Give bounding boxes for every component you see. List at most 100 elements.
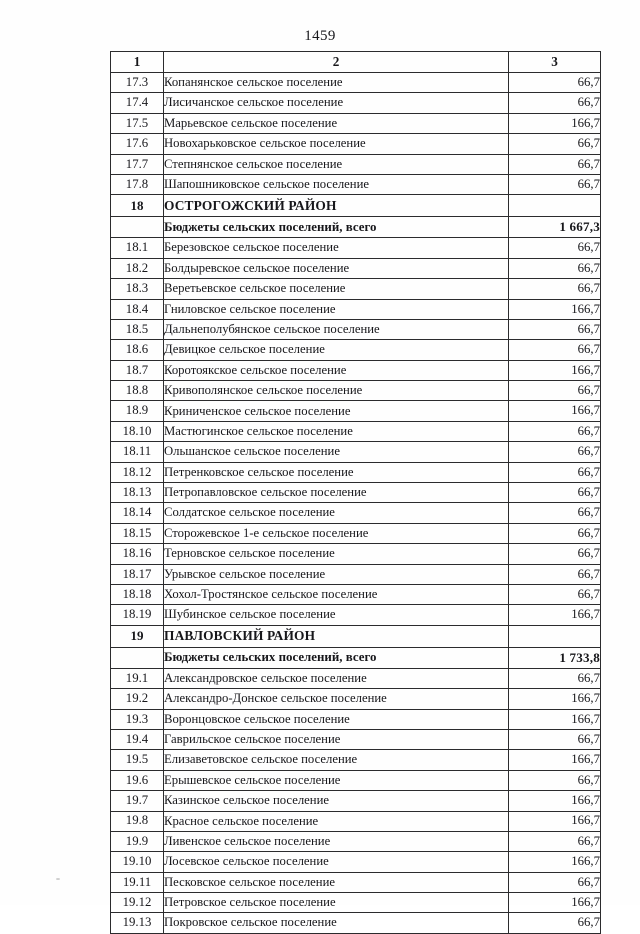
table-row: 19 ПАВЛОВСКИЙ РАЙОН	[110, 624, 601, 648]
row-number: 19.12	[110, 892, 164, 914]
table-row: 19.2 Александро-Донское сельское поселени…	[110, 688, 601, 710]
table-row: 19.13 Покровское сельское поселение 66,7	[110, 912, 601, 934]
row-number: 18.17	[110, 563, 164, 585]
row-number: 18.16	[110, 543, 164, 565]
table-row: 18.6 Девицкое сельское поселение 66,7	[110, 339, 601, 361]
table-row: 18.2 Болдыревское сельское поселение 66,7	[110, 257, 601, 280]
table-row: Бюджеты сельских поселений, всего 1 667,3	[110, 216, 601, 239]
table-row: 19.8 Красное сельское поселение 166,7	[110, 810, 601, 832]
settlement-name: Коротоякское сельское поселение	[163, 359, 509, 382]
table-row: 17.5 Марьевское сельское поселение 166,7	[110, 112, 601, 135]
amount: 66,7	[508, 522, 601, 545]
amount: 166,7	[508, 400, 601, 422]
column-header-1: 1	[110, 51, 164, 73]
settlement-name: Александро-Донское сельское поселение	[163, 688, 509, 710]
table-row: 19.9 Ливенское сельское поселение 66,7	[110, 830, 601, 853]
row-number	[110, 646, 164, 669]
settlement-name: Мастюгинское сельское поселение	[163, 420, 509, 443]
settlement-name: Степнянское сельское поселение	[163, 153, 509, 175]
settlement-name: Марьевское сельское поселение	[163, 112, 509, 135]
row-number: 18.7	[110, 359, 164, 382]
row-number: 17.3	[110, 71, 164, 94]
subtotal-label: Бюджеты сельских поселений, всего	[163, 646, 509, 669]
row-number: 18.9	[110, 400, 164, 422]
row-number: 19.1	[110, 667, 164, 690]
table-row: 18.9 Криниченское сельское поселение 166,7	[110, 400, 601, 422]
settlement-name: Шапошниковское сельское поселение	[163, 173, 509, 196]
amount: 66,7	[508, 830, 601, 853]
table-row: 19.10 Лосевское сельское поселение 166,7	[110, 851, 601, 873]
row-number: 18.6	[110, 339, 164, 361]
amount: 66,7	[508, 173, 601, 196]
table-row: 19.1 Александровское сельское поселение 66…	[110, 667, 601, 690]
settlement-name: Александровское сельское поселение	[163, 667, 509, 690]
table-row: 18.18 Хохол-Тростянское сельское поселени…	[110, 583, 601, 606]
amount: 66,7	[508, 502, 601, 524]
row-number: 17.7	[110, 153, 164, 175]
row-number: 18.2	[110, 257, 164, 280]
amount: 166,7	[508, 112, 601, 135]
table-row: 17.4 Лисичанское сельское поселение 66,7	[110, 92, 601, 114]
table-row: 18.15 Сторожевское 1-е сельское поселение…	[110, 522, 601, 545]
settlement-name: Елизаветовское сельское поселение	[163, 749, 509, 771]
row-number: 18.3	[110, 278, 164, 300]
row-number: 18.13	[110, 482, 164, 504]
settlement-name: Петровское сельское поселение	[163, 892, 509, 914]
table-row: 18.19 Шубинское сельское поселение 166,7	[110, 604, 601, 626]
table-row: 19.3 Воронцовское сельское поселение 166,7	[110, 708, 601, 730]
table-row: 18 ОСТРОГОЖСКИЙ РАЙОН	[110, 194, 601, 218]
row-number: 17.4	[110, 92, 164, 114]
row-number: 17.6	[110, 133, 164, 155]
settlement-name: Песковское сельское поселение	[163, 871, 509, 894]
amount: 66,7	[508, 133, 601, 155]
amount: 66,7	[508, 461, 601, 484]
amount: 66,7	[508, 728, 601, 751]
row-number: 18.12	[110, 461, 164, 484]
row-number: 19.6	[110, 769, 164, 792]
row-number: 19.9	[110, 830, 164, 853]
document-page: 1459 1 2 3 17.3 Копанянское сельское поселен…	[56, 28, 601, 934]
amount: 166,7	[508, 688, 601, 710]
subtotal-amount: 1 733,8	[508, 646, 601, 669]
settlement-name: Болдыревское сельское поселение	[163, 257, 509, 280]
row-number: 19.8	[110, 810, 164, 832]
settlement-name: Березовское сельское поселение	[163, 237, 509, 259]
amount: 66,7	[508, 482, 601, 504]
table-row: 17.8 Шапошниковское сельское поселение 66,…	[110, 173, 601, 196]
settlement-name: Новохарьковское сельское поселение	[163, 133, 509, 155]
row-number: 17.5	[110, 112, 164, 135]
row-number: 19.4	[110, 728, 164, 751]
amount: 166,7	[508, 892, 601, 914]
amount: 66,7	[508, 871, 601, 894]
row-number: 19.3	[110, 708, 164, 730]
subtotal-amount: 1 667,3	[508, 216, 601, 239]
amount: 166,7	[508, 810, 601, 832]
district-name: ПАВЛОВСКИЙ РАЙОН	[163, 624, 509, 648]
table-row: 18.11 Ольшанское сельское поселение 66,7	[110, 441, 601, 463]
amount: 66,7	[508, 153, 601, 175]
amount: 166,7	[508, 298, 601, 320]
amount	[508, 194, 601, 218]
settlement-name: Веретьевское сельское поселение	[163, 278, 509, 300]
table-row: 18.13 Петропавловское сельское поселение 6…	[110, 482, 601, 504]
amount: 66,7	[508, 583, 601, 606]
settlement-name: Воронцовское сельское поселение	[163, 708, 509, 730]
table-row: 17.6 Новохарьковское сельское поселение 66…	[110, 133, 601, 155]
settlement-name: Петренковское сельское поселение	[163, 461, 509, 484]
table-row: Бюджеты сельских поселений, всего 1 733,8	[110, 646, 601, 669]
table-row: 19.6 Ерышевское сельское поселение 66,7	[110, 769, 601, 792]
table-row: 17.7 Степнянское сельское поселение 66,7	[110, 153, 601, 175]
settlement-name: Ольшанское сельское поселение	[163, 441, 509, 463]
amount: 66,7	[508, 420, 601, 443]
row-number: 18.18	[110, 583, 164, 606]
page-number: 1459	[304, 28, 336, 44]
column-header-2: 2	[163, 51, 509, 73]
district-name: ОСТРОГОЖСКИЙ РАЙОН	[163, 194, 509, 218]
settlement-name: Гаврильское сельское поселение	[163, 728, 509, 751]
settlement-name: Лисичанское сельское поселение	[163, 92, 509, 114]
amount: 166,7	[508, 708, 601, 730]
settlement-name: Криниченское сельское поселение	[163, 400, 509, 422]
settlement-name: Хохол-Тростянское сельское поселение	[163, 583, 509, 606]
amount: 166,7	[508, 749, 601, 771]
